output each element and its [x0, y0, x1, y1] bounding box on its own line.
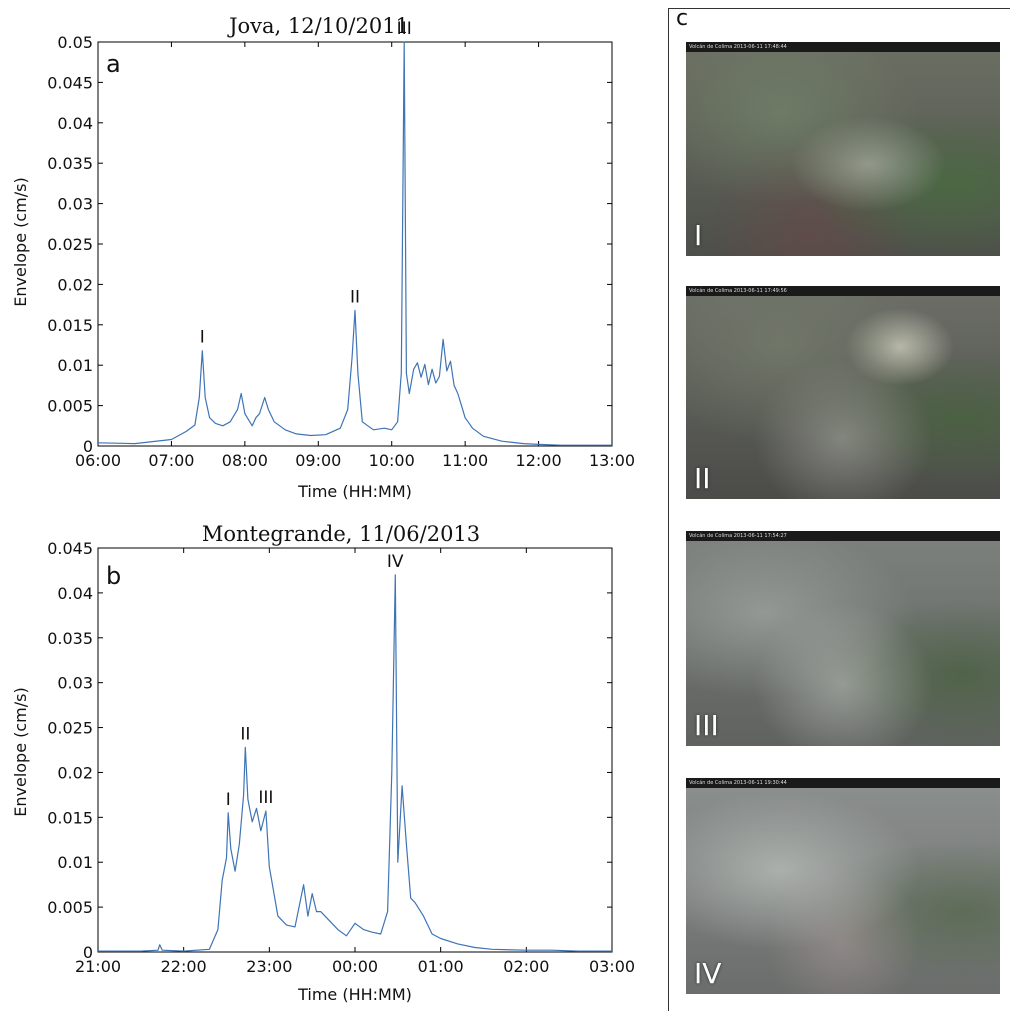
peak-annotation: II — [240, 724, 250, 744]
webcam-caption: Volcán de Colima 2013-06-11 17:49:56 — [686, 286, 1000, 296]
y-tick-label: 0.035 — [47, 629, 93, 648]
webcam-label: I — [694, 219, 703, 252]
x-tick-label: 13:00 — [589, 451, 635, 470]
x-tick-label: 08:00 — [222, 451, 268, 470]
peak-annotation: I — [226, 790, 231, 810]
x-tick-label: 11:00 — [442, 451, 488, 470]
y-tick-label: 0.04 — [57, 114, 93, 133]
panel-letter-c: c — [676, 6, 689, 31]
peak-annotation: II — [350, 287, 360, 307]
x-tick-label: 10:00 — [369, 451, 415, 470]
y-axis-label: Envelope (cm/s) — [11, 177, 30, 306]
x-tick-label: 23:00 — [246, 957, 292, 976]
chart-title: Montegrande, 11/06/2013 — [202, 522, 480, 546]
series-line — [97, 41, 612, 446]
y-tick-label: 0.005 — [47, 898, 93, 917]
panel-letter-b: b — [106, 562, 121, 590]
x-tick-label: 00:00 — [332, 957, 378, 976]
webcam-scene — [686, 52, 1000, 256]
x-tick-label: 09:00 — [295, 451, 341, 470]
y-tick-label: 0.03 — [57, 674, 93, 693]
y-tick-label: 0.03 — [57, 195, 93, 214]
y-tick-label: 0.035 — [47, 154, 93, 173]
axis-ticks: 06:00 07:00 08:00 09:00 10:00 11:00 12:00 13:00… — [47, 33, 635, 470]
axis-ticks: 21:00 22:00 23:00 00:00 01:00 02:00 03:00 0 0.00… — [47, 539, 635, 976]
y-tick-label: 0.04 — [57, 584, 93, 603]
peak-annotation: I — [200, 328, 205, 348]
chart-panel-a: Jova, 12/10/2011 a Envelope (cm/s) Time … — [11, 14, 635, 501]
peak-annotation: III — [258, 788, 273, 808]
x-axis-label: Time (HH:MM) — [297, 985, 412, 1004]
y-tick-label: 0.01 — [57, 853, 93, 872]
panel-letter-a: a — [106, 50, 121, 78]
x-tick-label: 21:00 — [75, 957, 121, 976]
y-tick-label: 0.05 — [57, 33, 93, 52]
webcam-scene — [686, 541, 1000, 746]
chart-title: Jova, 12/10/2011 — [227, 14, 409, 38]
webcam-image: Volcán de Colima 2013-06-11 19:30:44 IV — [686, 778, 1000, 994]
y-tick-label: 0.045 — [47, 539, 93, 558]
plot-frame — [97, 41, 613, 447]
y-tick-label: 0.005 — [47, 397, 93, 416]
chart-panel-b: Montegrande, 11/06/2013 b Envelope (cm/s… — [11, 522, 635, 1004]
y-tick-label: 0.025 — [47, 235, 93, 254]
y-axis-label: Envelope (cm/s) — [11, 687, 30, 816]
webcam-scene — [686, 788, 1000, 994]
y-tick-label: 0.015 — [47, 808, 93, 827]
webcam-caption: Volcán de Colima 2013-06-11 19:30:44 — [686, 778, 1000, 788]
x-tick-label: 01:00 — [418, 957, 464, 976]
x-tick-label: 06:00 — [75, 451, 121, 470]
webcam-image: Volcán de Colima 2013-06-11 17:54:27 III — [686, 531, 1000, 746]
webcam-label: III — [694, 709, 719, 742]
peak-annotation: IV — [387, 552, 404, 572]
webcam-image: Volcán de Colima 2013-06-11 17:48:44 I — [686, 42, 1000, 256]
y-tick-label: 0.045 — [47, 73, 93, 92]
webcam-scene — [686, 296, 1000, 499]
webcam-caption: Volcán de Colima 2013-06-11 17:54:27 — [686, 531, 1000, 541]
y-tick-label: 0.02 — [57, 763, 93, 782]
series-line — [98, 574, 612, 952]
x-tick-label: 22:00 — [161, 957, 207, 976]
plot-frame — [97, 547, 613, 953]
webcam-image: Volcán de Colima 2013-06-11 17:49:56 II — [686, 286, 1000, 499]
peak-annotation: III — [397, 19, 412, 39]
y-tick-label: 0 — [83, 437, 93, 456]
panel-c-frame — [668, 8, 1010, 1011]
x-axis-label: Time (HH:MM) — [297, 482, 412, 501]
x-tick-label: 03:00 — [589, 957, 635, 976]
y-tick-label: 0.02 — [57, 275, 93, 294]
y-tick-label: 0.01 — [57, 356, 93, 375]
webcam-caption: Volcán de Colima 2013-06-11 17:48:44 — [686, 42, 1000, 52]
x-tick-label: 12:00 — [516, 451, 562, 470]
webcam-label: IV — [694, 957, 722, 990]
x-tick-label: 02:00 — [503, 957, 549, 976]
x-tick-label: 07:00 — [148, 451, 194, 470]
y-tick-label: 0 — [83, 943, 93, 962]
y-tick-label: 0.025 — [47, 719, 93, 738]
webcam-label: II — [694, 462, 711, 495]
y-tick-label: 0.015 — [47, 316, 93, 335]
